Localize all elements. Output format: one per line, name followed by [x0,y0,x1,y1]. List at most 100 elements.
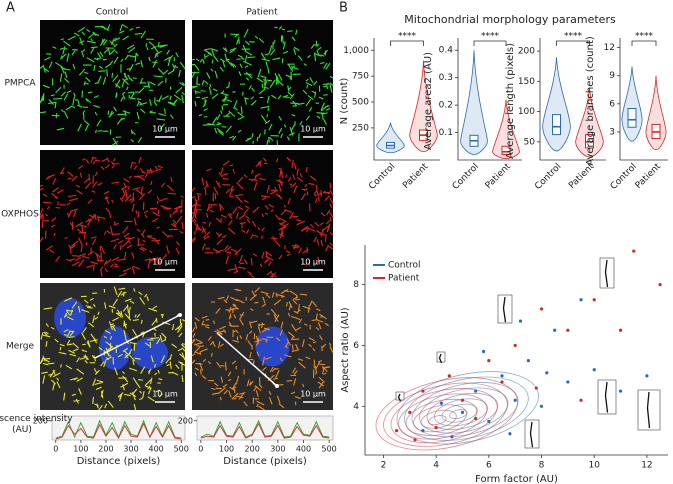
mitochondrion [167,69,175,75]
mitochondrion [259,177,266,181]
mitochondrion [280,289,289,295]
mitochondrion [316,239,320,245]
mitochondrion [42,201,52,204]
mitochondrion [194,317,200,322]
x-tick-label: Control [609,162,639,192]
mitochondrion [136,112,140,120]
mitochondrion [239,311,245,320]
mitochondrion [323,85,327,88]
mitochondrion [320,212,326,217]
y-tick-label: 0.1 [439,128,453,138]
mitochondrion [102,39,108,46]
mitochondrion [172,63,175,68]
mitochondrion [142,239,146,243]
mitochondrion [239,334,243,340]
mitochondrion [157,369,160,374]
mitochondrion [139,193,146,201]
mitochondrion [213,382,219,387]
mitochondrion [84,359,88,364]
mitochondrion [81,50,85,58]
mitochondrion [248,178,258,181]
mitochondrion [128,197,135,202]
mitochondrion [156,99,161,102]
mitochondrion [103,260,108,266]
mitochondrion [312,348,316,352]
mitochondrion [268,45,273,54]
mitochondrion [250,320,258,324]
mitochondrion [180,195,184,198]
mitochondrion [65,258,72,262]
mitochondrion [248,85,252,90]
mitochondrion [83,232,86,239]
mitochondrion [286,380,293,382]
mitochondrion [131,266,135,275]
violin [409,60,438,153]
mitochondrion [257,227,261,231]
y-tick-label: 4 [353,402,359,412]
mitochondrion [169,361,172,369]
mitochondrion [262,356,266,366]
mitochondrion [155,389,160,393]
mitochondrion [291,323,297,332]
mitochondrion [103,231,107,235]
mitochondrion [76,377,83,382]
mitochondrion [138,156,142,164]
mitochondrion [94,252,101,258]
mitochondrion [82,48,86,53]
mitochondrion [243,208,249,215]
mitochondrion [94,111,98,116]
mitochondrion [203,108,208,112]
mitochondrion [157,260,162,264]
mitochondrion [227,268,237,271]
mitochondrion [110,238,120,243]
mitochondrion [201,315,208,319]
mitochondrion [258,133,261,139]
mitochondrion [150,337,159,340]
mitochondrion [192,338,196,342]
mitochondrion [166,245,170,254]
y-tick-label: 3 [609,127,615,137]
mitochondrion [139,77,144,85]
mitochondrion [113,43,118,48]
mitochondrion [244,97,247,105]
mitochondrion [47,362,55,365]
mitochondrion [134,314,137,318]
density-contour [411,382,519,438]
mitochondrion [309,175,317,182]
mitochondrion [316,50,320,56]
mitochondrion [280,209,287,216]
mitochondrion [259,263,263,268]
mitochondrion [139,102,148,106]
mitochondrion [120,310,124,318]
mitochondrion [98,404,103,411]
mitochondrion [97,52,102,60]
mitochondrion [112,37,121,42]
mitochondrion [122,78,129,85]
mitochondrion [199,58,203,63]
mitochondrion [260,52,267,61]
mitochondrion [231,360,237,365]
mitochondrion [275,337,281,342]
mitochondrion [201,96,209,100]
mitochondrion [221,234,227,239]
mitochondrion [250,100,257,106]
y-axis-label: Average branches (count) [585,36,596,166]
y-axis-label: N (count) [339,78,350,125]
mitochondrion [92,181,98,188]
mitochondrion [71,261,80,267]
mitochondrion [181,352,186,361]
mitochondrion [203,235,210,240]
mitochondrion [205,180,209,188]
mitochondrion [159,197,168,202]
y-tick-label: 100 [518,107,535,117]
mitochondrion [39,187,44,191]
mitochondrion [289,127,294,136]
mitochondrion [282,96,290,99]
scale-bar-label: 10 μm [152,390,178,399]
mitochondrion [305,98,312,107]
mitochondrion [280,321,284,329]
mitochondrion [307,227,316,232]
mitochondrion [93,57,99,61]
mitochondrion [111,181,120,184]
mitochondrion [151,218,159,223]
